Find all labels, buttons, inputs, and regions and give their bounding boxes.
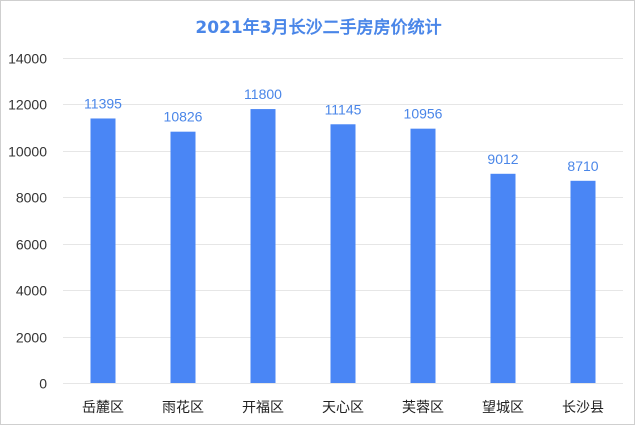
bar [250,109,276,384]
y-tick-label: 6000 [16,237,47,253]
y-tick-label: 12000 [8,97,47,113]
bar [330,124,356,383]
bar [90,118,116,384]
category-label: 雨花区 [162,400,204,416]
data-label: 11395 [84,95,122,111]
y-tick-label: 10000 [8,144,47,160]
y-tick-label: 14000 [8,51,47,67]
data-label: 11145 [325,101,362,117]
y-tick-label: 2000 [16,330,47,346]
y-tick-label: 4000 [16,283,47,299]
y-tick-label: 0 [39,376,47,392]
bar [570,180,596,383]
y-tick-label: 8000 [16,190,47,206]
data-label: 9012 [487,151,518,167]
data-label: 10956 [404,106,443,122]
category-label: 开福区 [242,400,284,416]
category-label: 望城区 [482,400,524,416]
bar [490,173,516,383]
bar [170,131,196,383]
category-label: 天心区 [322,400,364,416]
category-label: 芙蓉区 [402,399,444,416]
chart-title: 2021年3月长沙二手房房价统计 [195,18,442,38]
data-label: 10826 [164,109,203,125]
data-label: 8710 [567,158,598,174]
data-label: 11800 [244,86,282,102]
category-label: 长沙县 [562,400,604,416]
bar [410,128,436,383]
category-label: 岳麓区 [82,400,124,416]
